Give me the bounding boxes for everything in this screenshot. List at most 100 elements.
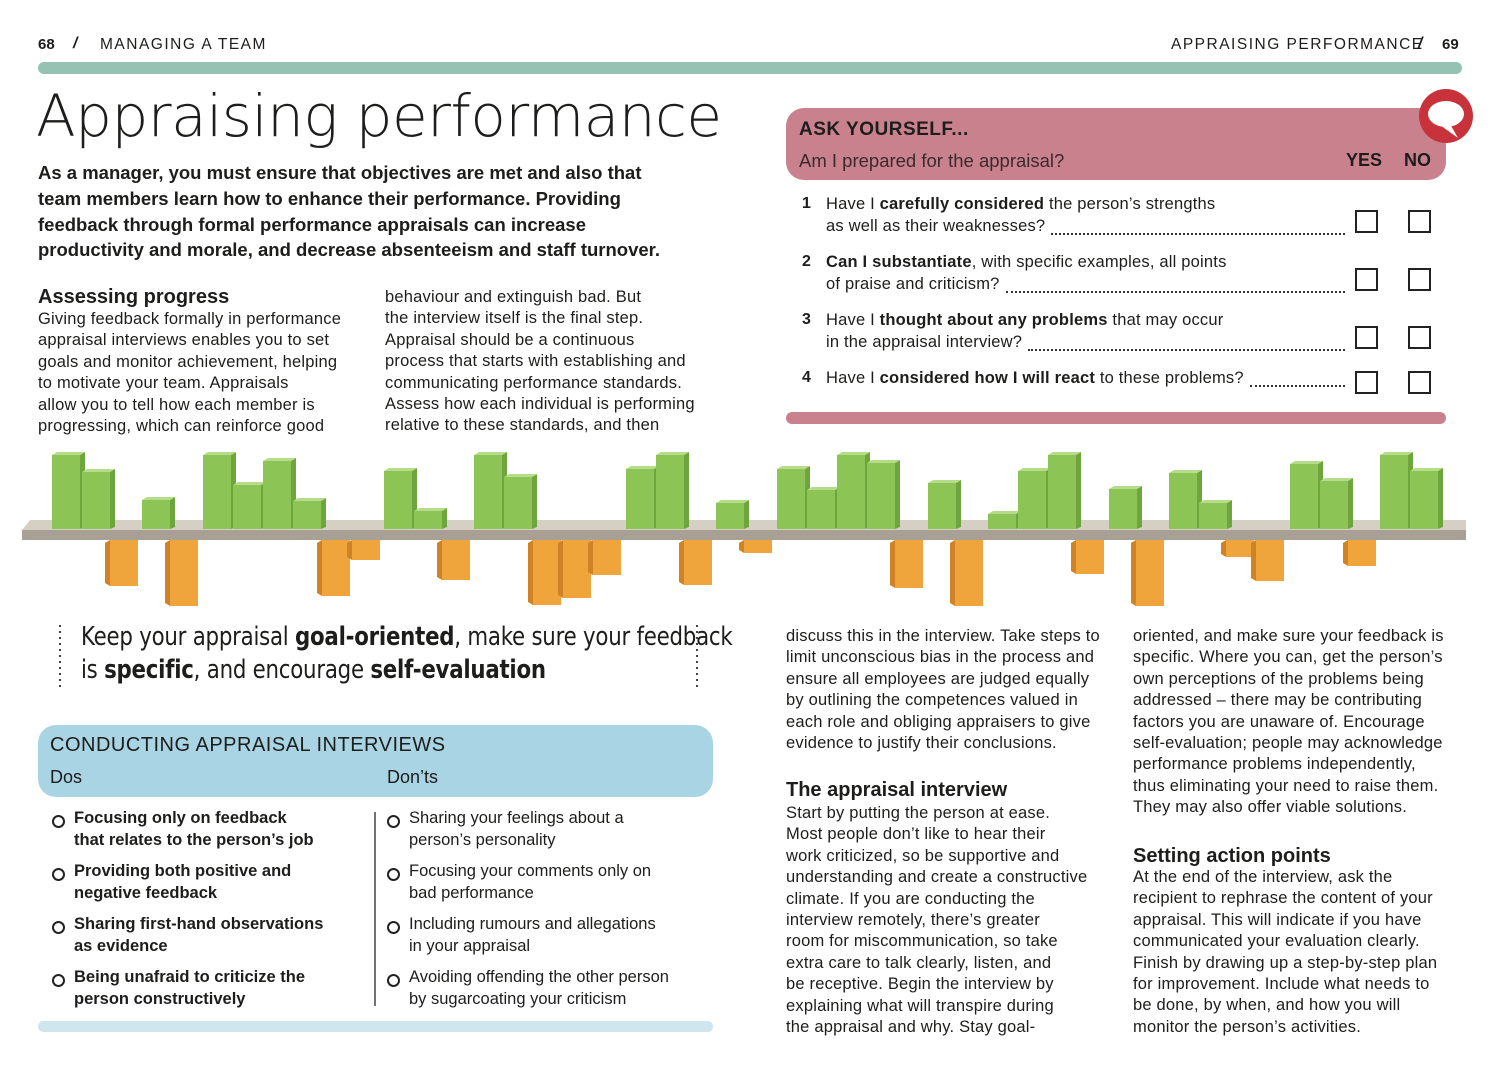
text-run: Have I bbox=[826, 311, 880, 329]
decor-bar bbox=[956, 480, 961, 529]
intro-line: team members learn how to enhance their … bbox=[38, 187, 621, 209]
body-line: progressing, which can reinforce good bbox=[38, 417, 325, 435]
text-run: that may occur bbox=[1107, 311, 1224, 329]
separator: / bbox=[73, 35, 78, 52]
checkbox-no bbox=[1408, 326, 1431, 349]
column-label: Dos bbox=[50, 767, 83, 787]
body-line: interview remotely, there’s greater bbox=[786, 911, 1040, 929]
body-line: oriented, and make sure your feedback is bbox=[1133, 627, 1444, 645]
decor-bar bbox=[988, 511, 1021, 514]
decor-bar bbox=[322, 540, 350, 596]
bullet bbox=[52, 815, 65, 828]
decor-bar bbox=[1169, 473, 1197, 529]
dot-leader bbox=[1051, 232, 1345, 235]
decor-bar bbox=[807, 487, 840, 490]
body-line: explaining what will transpire during bbox=[786, 996, 1054, 1015]
body-line: specific. Where you can, get the person’… bbox=[1133, 648, 1443, 667]
decor-bar bbox=[558, 540, 563, 598]
decor-bar bbox=[563, 540, 591, 598]
ask-box bbox=[786, 108, 1446, 180]
text-run: goal-oriented bbox=[295, 622, 455, 652]
decor-bar bbox=[1018, 471, 1046, 529]
list-line: person’s personality bbox=[409, 830, 556, 849]
decor-bar bbox=[528, 540, 533, 605]
decor-bar bbox=[1320, 478, 1353, 481]
interviews-rule bbox=[38, 1021, 713, 1032]
text-run: in the appraisal interview? bbox=[826, 332, 1023, 351]
question-line: Have I considered how I will react to th… bbox=[826, 369, 1244, 388]
page-number: 68 bbox=[38, 36, 55, 53]
list-line: Providing both positive and bbox=[74, 862, 292, 880]
decor-bar bbox=[626, 466, 659, 469]
question-line: Have I thought about any problems that m… bbox=[826, 311, 1223, 330]
list-line: as evidence bbox=[74, 936, 168, 955]
decor-bar bbox=[170, 497, 175, 529]
decor-bar bbox=[263, 461, 291, 529]
list-line: Focusing your comments only on bbox=[409, 862, 652, 880]
checkbox-no bbox=[1408, 210, 1431, 233]
decor-bar bbox=[777, 469, 805, 529]
decor-bar bbox=[1343, 540, 1348, 566]
decor-bar bbox=[867, 460, 900, 463]
bullet bbox=[52, 868, 65, 881]
yes-label: YES bbox=[1346, 150, 1383, 170]
decor-bar bbox=[928, 480, 961, 483]
checkbox-yes bbox=[1355, 371, 1378, 394]
decor-bar bbox=[504, 474, 537, 477]
decor-bar bbox=[414, 508, 447, 511]
body-line: thus eliminating your need to raise them… bbox=[1133, 776, 1439, 795]
list-line: Sharing first-hand observations bbox=[74, 915, 324, 933]
body-line: for improvement. Include what needs to bbox=[1133, 975, 1430, 993]
question-line: Can I substantiate, with specific exampl… bbox=[826, 253, 1227, 272]
decor-bar bbox=[1410, 468, 1443, 471]
decor-bar bbox=[384, 468, 417, 471]
question-line: Have I carefully considered the person’s… bbox=[826, 195, 1215, 214]
intro-line: feedback through formal performance appr… bbox=[38, 213, 586, 235]
list-line: Sharing your feelings about a bbox=[409, 809, 624, 827]
decor-bar bbox=[1199, 500, 1232, 503]
body-line: extra care to talk clearly, listen, and bbox=[786, 953, 1052, 972]
decor-bar bbox=[442, 508, 447, 529]
decor-bar bbox=[533, 540, 561, 605]
body-line: monitor the person’s activities. bbox=[1133, 1017, 1362, 1036]
text-run: the person’s strengths bbox=[1044, 195, 1216, 213]
decor-bar bbox=[1071, 540, 1076, 574]
body-line: performance problems independently, bbox=[1133, 755, 1416, 774]
decor-bar bbox=[1131, 540, 1136, 606]
decor-bar bbox=[110, 540, 138, 586]
decor-bar bbox=[950, 540, 955, 606]
bullet bbox=[387, 921, 400, 934]
question-line: in the appraisal interview? bbox=[826, 333, 1022, 352]
decor-bar bbox=[1290, 461, 1323, 464]
decor-bar bbox=[442, 540, 470, 580]
title: Appraising performance bbox=[36, 82, 722, 150]
decor-bar bbox=[837, 452, 870, 455]
decor-bar bbox=[1227, 500, 1232, 529]
decor-bar bbox=[684, 452, 689, 529]
text-run: of praise and criticism? bbox=[826, 274, 1000, 293]
list-line: in your appraisal bbox=[409, 936, 531, 955]
text-run: thought about any problems bbox=[879, 311, 1108, 329]
body-line: the interview itself is the final step. bbox=[385, 309, 644, 328]
text-run: is bbox=[81, 655, 105, 685]
body-line: relative to these standards, and then bbox=[385, 416, 660, 435]
decor-bar bbox=[233, 485, 261, 529]
decor-bar bbox=[142, 500, 170, 529]
decor-bar bbox=[1348, 540, 1376, 566]
list-line: Including rumours and allegations bbox=[409, 915, 656, 933]
list-line: Avoiding offending the other person bbox=[409, 968, 669, 986]
decor-bar bbox=[895, 460, 900, 529]
checkbox-yes bbox=[1355, 268, 1378, 291]
text-run: , and encourage bbox=[193, 655, 371, 685]
decor-bar bbox=[1136, 540, 1164, 606]
decor-bar bbox=[593, 540, 621, 575]
body-line: Finish by drawing up a step-by-step plan bbox=[1133, 953, 1438, 972]
text-run: , with specific examples, all points bbox=[971, 253, 1227, 271]
ask-heading: ASK YOURSELF... bbox=[799, 119, 969, 140]
text-run: , make sure your feedback bbox=[454, 622, 733, 652]
decor-bar bbox=[955, 540, 983, 606]
decor-bar bbox=[679, 540, 684, 585]
question-line: of praise and criticism? bbox=[826, 275, 1000, 294]
heading: The appraisal interview bbox=[786, 779, 1008, 801]
text-run: to these problems? bbox=[1095, 369, 1244, 387]
